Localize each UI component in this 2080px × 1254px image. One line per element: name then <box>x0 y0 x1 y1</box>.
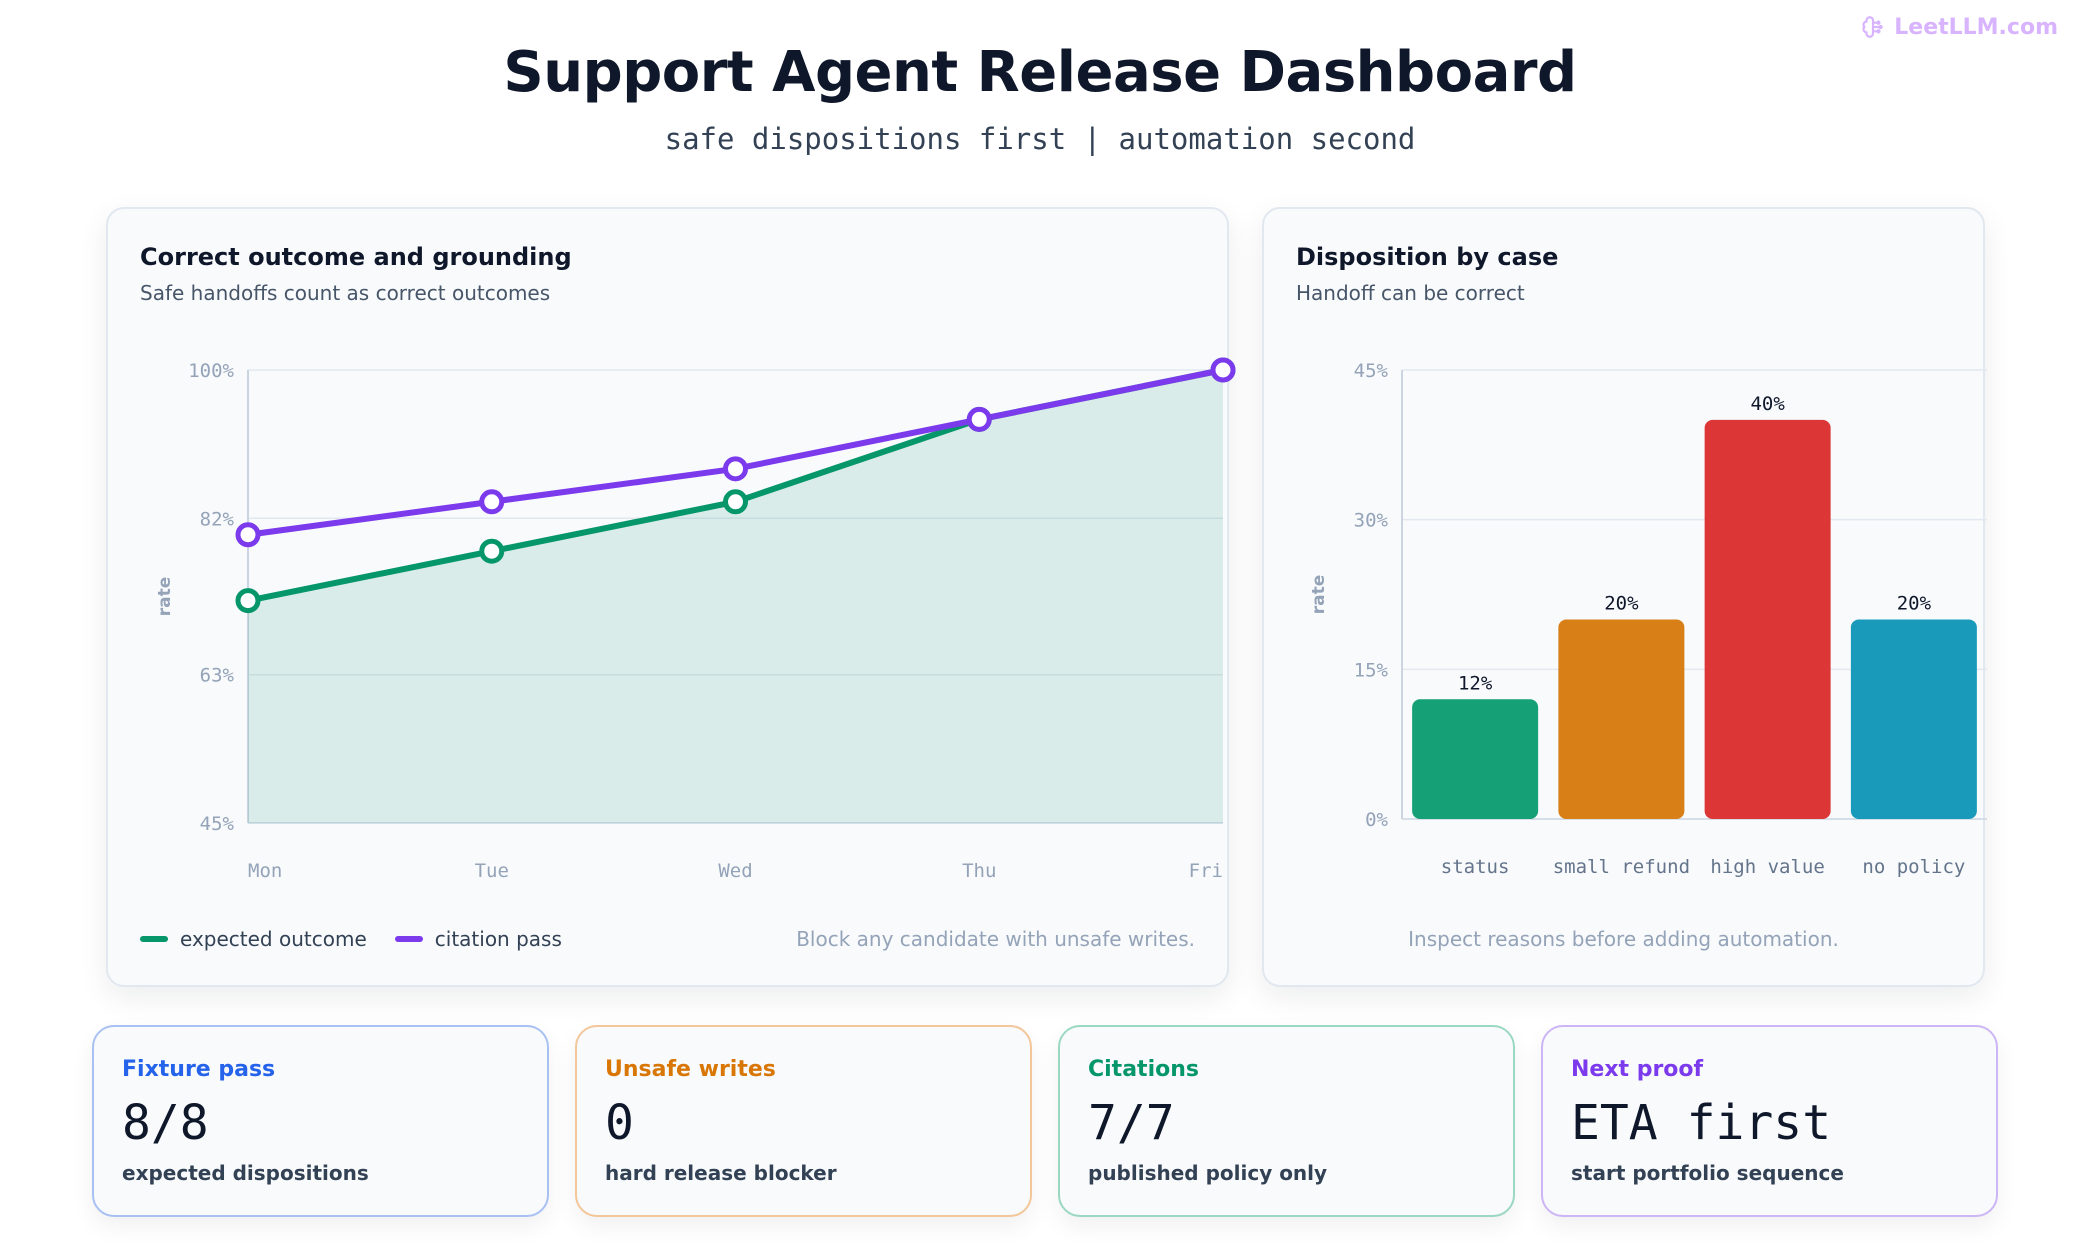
data-point-expected-outcome <box>723 489 748 515</box>
y-axis-label: rate <box>155 577 175 617</box>
bar-status <box>1412 699 1539 819</box>
stat-desc: expected dispositions <box>122 1161 369 1185</box>
y-tick-label: 100% <box>188 360 234 382</box>
stat-value: 0 <box>605 1095 634 1151</box>
bar-chart-title: Disposition by case <box>1296 243 1559 271</box>
stat-card-fixture-pass[interactable]: Fixture pass 8/8 expected dispositions <box>92 1025 549 1217</box>
stat-label: Fixture pass <box>122 1057 276 1082</box>
line-chart-subtitle: Safe handoffs count as correct outcomes <box>140 281 551 305</box>
x-category-label: status <box>1441 856 1510 878</box>
stat-desc: start portfolio sequence <box>1571 1161 1844 1185</box>
page-subtitle: safe dispositions first | automation sec… <box>664 122 1416 156</box>
brand-logo[interactable]: LeetLLM.com <box>1860 14 2058 40</box>
brand-name: LeetLLM.com <box>1894 14 2058 40</box>
bar-small-refund <box>1558 619 1685 819</box>
legend-label: expected outcome <box>180 927 367 951</box>
stat-label: Citations <box>1088 1057 1199 1082</box>
x-tick-label: Tue <box>475 860 509 882</box>
y-tick-label: 15% <box>1354 659 1389 681</box>
y-axis-label: rate <box>1309 575 1329 615</box>
stat-desc: hard release blocker <box>605 1161 837 1185</box>
legend-item-citation-pass[interactable]: citation pass <box>394 927 562 951</box>
bar-value-label: 20% <box>1604 592 1639 614</box>
line-chart-note: Block any candidate with unsafe writes. <box>796 927 1195 951</box>
data-point-citation-pass <box>1210 357 1236 383</box>
data-point-citation-pass <box>723 456 748 482</box>
legend-item-expected-outcome[interactable]: expected outcome <box>140 927 367 951</box>
brain-icon <box>1862 16 1883 38</box>
x-tick-label: Thu <box>962 860 996 882</box>
bar-chart-subtitle: Handoff can be correct <box>1296 281 1525 305</box>
stat-value: ETA first <box>1571 1095 1832 1151</box>
x-tick-label: Wed <box>718 860 752 882</box>
data-point-citation-pass <box>235 522 261 548</box>
page-title: Support Agent Release Dashboard <box>503 40 1577 105</box>
stat-card-next-proof[interactable]: Next proof ETA first start portfolio seq… <box>1541 1025 1998 1217</box>
data-point-citation-pass <box>479 489 505 515</box>
x-tick-label: Mon <box>248 860 282 882</box>
bar-chart-card: Disposition by case Handoff can be corre… <box>1262 207 1987 987</box>
x-category-label: high value <box>1710 856 1824 878</box>
y-tick-label: 30% <box>1354 510 1389 532</box>
legend-label: citation pass <box>434 927 562 951</box>
bar-chart-note: Inspect reasons before adding automation… <box>1408 927 1839 951</box>
stat-value: 8/8 <box>122 1095 209 1151</box>
line-chart-legend: expected outcome citation pass <box>140 927 562 951</box>
bar-value-label: 20% <box>1897 592 1932 614</box>
stat-value: 7/7 <box>1088 1095 1175 1151</box>
bar-high-value <box>1704 419 1831 819</box>
stat-label: Next proof <box>1571 1057 1704 1082</box>
line-chart: 100% 82% 63% 45% rate Mon Tue Wed Thu Fri <box>155 357 1236 882</box>
x-category-label: small refund <box>1553 856 1690 878</box>
line-chart-title: Correct outcome and grounding <box>140 243 572 271</box>
data-point-expected-outcome <box>235 588 261 614</box>
stat-card-unsafe-writes[interactable]: Unsafe writes 0 hard release blocker <box>575 1025 1032 1217</box>
line-chart-card: Correct outcome and grounding Safe hando… <box>106 207 1236 987</box>
x-category-label: no policy <box>1862 856 1965 878</box>
bar-value-label: 12% <box>1458 672 1493 694</box>
x-tick-label: Fri <box>1189 860 1223 882</box>
y-tick-label: 45% <box>200 813 235 835</box>
stat-card-citations[interactable]: Citations 7/7 published policy only <box>1058 1025 1515 1217</box>
legend-swatch <box>140 936 168 942</box>
y-tick-label: 63% <box>200 665 235 687</box>
data-point-citation-pass <box>966 406 992 432</box>
expected-outcome-area <box>248 370 1223 823</box>
y-tick-label: 0% <box>1365 809 1388 831</box>
bar-no-policy <box>1850 619 1977 819</box>
bar-chart: 45% 30% 15% 0% rate 12% status 20% small refund 4… <box>1309 360 1987 878</box>
stat-label: Unsafe writes <box>605 1057 776 1082</box>
bar-value-label: 40% <box>1750 393 1785 415</box>
y-tick-label: 82% <box>200 508 235 530</box>
legend-swatch <box>394 936 423 942</box>
y-tick-label: 45% <box>1354 360 1389 382</box>
data-point-expected-outcome <box>479 538 505 564</box>
stat-desc: published policy only <box>1088 1161 1328 1185</box>
